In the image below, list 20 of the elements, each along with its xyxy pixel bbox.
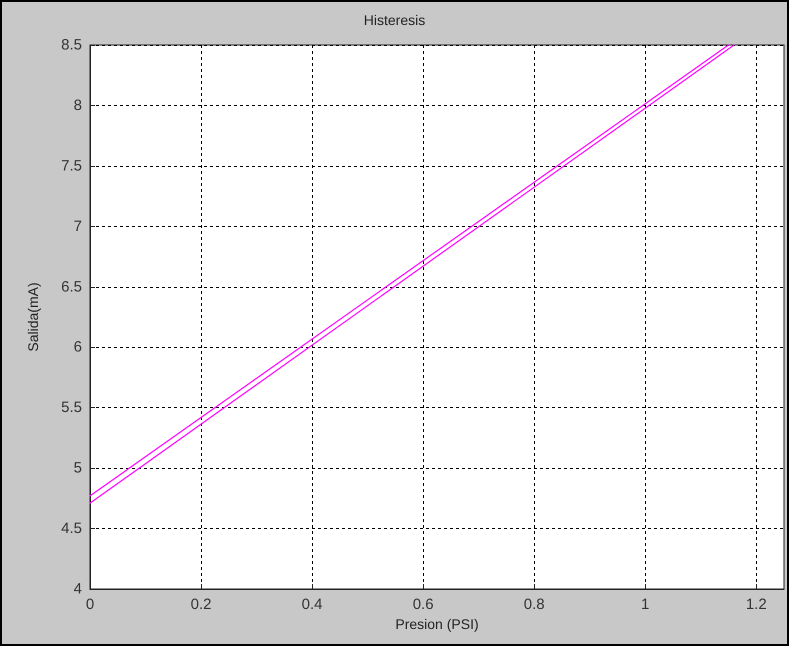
x-tick-label: 0: [86, 596, 94, 613]
y-tick-label: 5: [74, 460, 82, 477]
x-axis-title: Presion (PSI): [395, 616, 479, 632]
x-tick-label: 0.8: [524, 596, 545, 613]
x-tick-label: 1: [641, 596, 650, 613]
y-tick-label: 8: [74, 96, 82, 114]
y-tick-label: 6.5: [61, 278, 82, 296]
x-tick-label: 1.2: [746, 596, 767, 613]
x-tick-label: 0.4: [302, 596, 323, 613]
y-tick-label: 7.5: [61, 157, 82, 174]
y-tick-label: 6: [74, 338, 82, 356]
y-tick-label: 4: [74, 580, 82, 598]
y-axis-title: Salida(mA): [25, 282, 41, 352]
y-tick-label: 5.5: [61, 399, 82, 416]
x-tick-label: 0.2: [190, 596, 212, 613]
y-tick-label: 4.5: [61, 520, 82, 538]
x-tick-label: 0.6: [412, 596, 434, 613]
y-tick-label: 8.5: [61, 36, 82, 54]
y-tick-label: 7: [74, 218, 82, 235]
chart-title: Histeresis: [364, 12, 426, 28]
